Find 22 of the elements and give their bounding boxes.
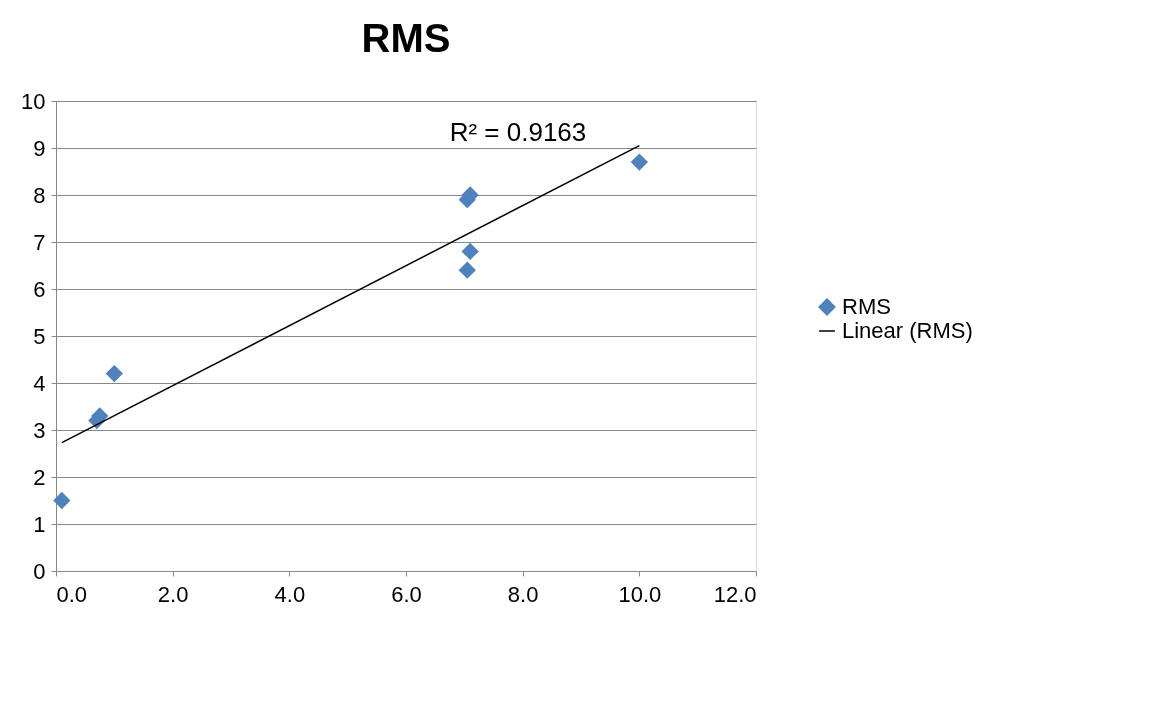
x-tick-label: 2.0: [157, 581, 189, 607]
y-tick-label: 8: [33, 182, 46, 208]
x-tick-label: 8.0: [507, 581, 539, 607]
y-tick-label: 7: [33, 229, 46, 255]
y-tick-label: 6: [33, 276, 46, 302]
y-tick-label: 3: [33, 417, 46, 443]
x-tick-label: 12.0: [713, 581, 757, 607]
x-tick-label: 4.0: [274, 581, 306, 607]
chart-title: RMS: [361, 16, 451, 60]
y-tick-label: 4: [33, 370, 46, 396]
x-tick-label: 10.0: [618, 581, 662, 607]
y-tick-label: 1: [33, 511, 46, 537]
y-tick-label: 9: [33, 135, 46, 161]
annotation: R² = 0.9163: [449, 117, 587, 147]
y-tick-label: 2: [33, 464, 46, 490]
x-tick-label: 6.0: [391, 581, 422, 607]
legend-label: Linear (RMS): [842, 318, 973, 343]
y-tick-label: 0: [33, 558, 46, 584]
legend-label: RMS: [842, 294, 891, 319]
y-tick-label: 10: [21, 88, 46, 114]
x-tick-label: 0.0: [56, 581, 88, 607]
y-tick-label: 5: [33, 323, 46, 349]
